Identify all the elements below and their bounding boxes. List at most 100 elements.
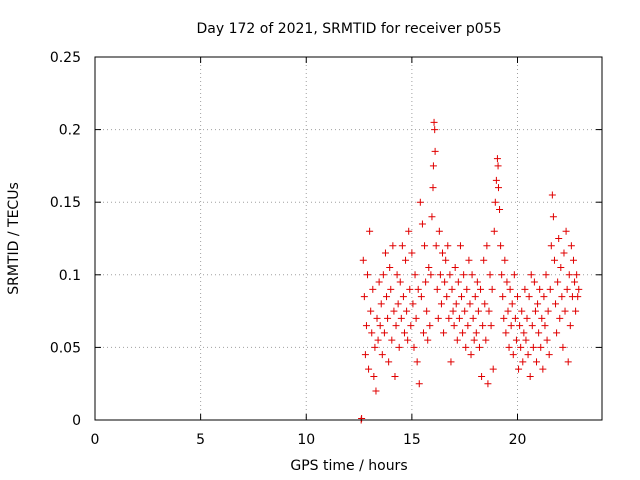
- data-point: [388, 336, 396, 344]
- data-point: [558, 293, 566, 301]
- data-point: [537, 343, 545, 351]
- data-point: [423, 307, 431, 315]
- data-point: [453, 336, 461, 344]
- data-point: [422, 278, 430, 286]
- data-point: [358, 415, 366, 423]
- data-point: [396, 278, 404, 286]
- data-point: [374, 336, 382, 344]
- y-tick-label: 0: [72, 413, 81, 429]
- data-point: [371, 343, 379, 351]
- grid-lines: [95, 57, 602, 420]
- data-point: [491, 198, 499, 206]
- data-point: [483, 242, 491, 250]
- data-point: [452, 300, 460, 308]
- data-point: [549, 213, 557, 221]
- data-point: [387, 285, 395, 293]
- data-point: [398, 242, 406, 250]
- data-point: [417, 293, 425, 301]
- data-point: [546, 285, 554, 293]
- data-point: [464, 322, 472, 330]
- data-point: [504, 307, 512, 315]
- data-point: [467, 351, 475, 359]
- data-point: [545, 351, 553, 359]
- data-point: [368, 329, 376, 337]
- data-point: [404, 336, 412, 344]
- data-point: [465, 256, 473, 264]
- data-point: [425, 264, 433, 272]
- data-point: [377, 300, 385, 308]
- data-point: [376, 322, 384, 330]
- data-point: [544, 307, 552, 315]
- data-point: [493, 155, 501, 163]
- data-point: [395, 343, 403, 351]
- data-point: [573, 271, 581, 279]
- data-point: [365, 365, 373, 373]
- data-point: [530, 278, 538, 286]
- data-point: [556, 314, 564, 322]
- data-point: [360, 293, 368, 301]
- axis-tick-labels: 0 5 10 15 20 0 0.05 0.1 0.15 0.2 0.25: [50, 50, 527, 448]
- data-point: [492, 176, 500, 184]
- data-point: [518, 307, 526, 315]
- data-point: [475, 343, 483, 351]
- data-point: [494, 184, 502, 192]
- data-point: [489, 365, 497, 373]
- data-point: [548, 191, 556, 199]
- data-point: [536, 285, 544, 293]
- data-point: [552, 300, 560, 308]
- data-point: [456, 242, 464, 250]
- data-point: [566, 322, 574, 330]
- data-point: [430, 118, 438, 126]
- data-point: [480, 256, 488, 264]
- data-point: [439, 249, 447, 257]
- data-point: [373, 314, 381, 322]
- data-point: [361, 351, 369, 359]
- data-point: [403, 307, 411, 315]
- data-point: [429, 184, 437, 192]
- data-point: [412, 314, 420, 322]
- data-point: [502, 329, 510, 337]
- data-point: [413, 358, 421, 366]
- data-point: [572, 307, 580, 315]
- y-tick-label: 0.1: [59, 268, 81, 284]
- data-point: [440, 329, 448, 337]
- data-point: [490, 227, 498, 235]
- data-points: [357, 118, 583, 424]
- data-point: [557, 264, 565, 272]
- data-point: [441, 278, 449, 286]
- y-axis-label: SRMTID / TECUs: [6, 182, 22, 295]
- data-point: [485, 307, 493, 315]
- data-point: [414, 285, 422, 293]
- data-point: [487, 322, 495, 330]
- data-point: [510, 271, 518, 279]
- data-point: [501, 256, 509, 264]
- data-point: [466, 300, 474, 308]
- data-point: [523, 314, 531, 322]
- data-point: [391, 372, 399, 380]
- data-point: [554, 278, 562, 286]
- data-point: [567, 242, 575, 250]
- data-point: [393, 271, 401, 279]
- data-point: [482, 336, 490, 344]
- data-point: [559, 343, 567, 351]
- data-point: [446, 271, 454, 279]
- data-point: [359, 256, 367, 264]
- data-point: [407, 322, 415, 330]
- data-point: [525, 293, 533, 301]
- data-point: [362, 322, 370, 330]
- x-tick-label: 20: [509, 432, 527, 448]
- data-point: [508, 300, 516, 308]
- data-point: [462, 343, 470, 351]
- data-point: [437, 300, 445, 308]
- data-point: [526, 372, 534, 380]
- data-point: [477, 285, 485, 293]
- data-point: [370, 372, 378, 380]
- data-point: [436, 271, 444, 279]
- data-point: [486, 271, 494, 279]
- y-tick-label: 0.2: [59, 123, 81, 139]
- data-point: [366, 227, 374, 235]
- data-point: [507, 322, 515, 330]
- data-point: [449, 307, 457, 315]
- data-point: [380, 329, 388, 337]
